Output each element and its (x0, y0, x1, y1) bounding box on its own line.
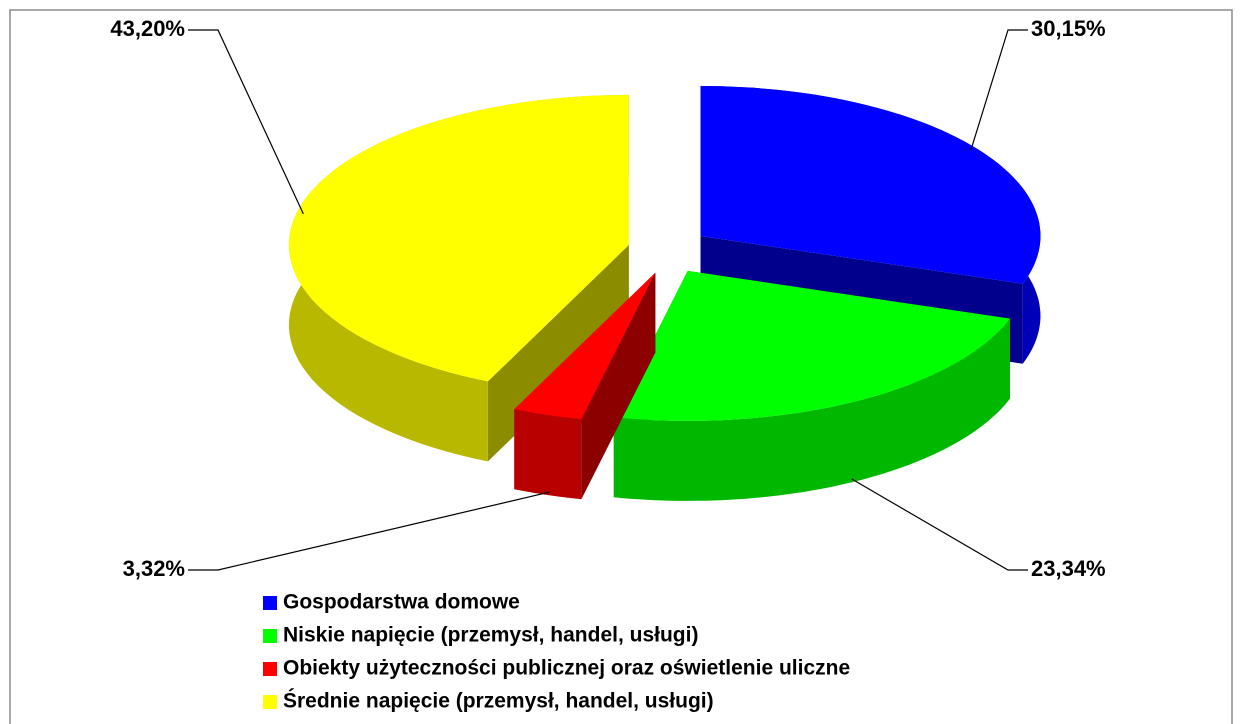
slice (514, 272, 656, 420)
data-label: 23,34% (1031, 556, 1106, 581)
slice (514, 272, 656, 500)
slice (613, 270, 1010, 421)
legend-swatch (263, 596, 277, 610)
legend-swatch (263, 629, 277, 643)
slice (288, 94, 629, 382)
leader-line (188, 491, 550, 571)
legend-label: Średnie napięcie (przemysł, handel, usłu… (283, 689, 714, 713)
slice (613, 270, 1010, 501)
legend-label: Gospodarstwa domowe (283, 591, 520, 614)
leader-line (851, 478, 1028, 571)
data-label: 43,20% (110, 16, 185, 41)
leader-line (970, 29, 1028, 151)
data-label: 3,32% (123, 556, 185, 581)
legend-swatch (263, 662, 277, 676)
slice-wall (514, 409, 582, 500)
leader-line (188, 29, 304, 214)
legend-label: Niskie napięcie (przemysł, handel, usług… (283, 624, 698, 647)
slice (700, 86, 1041, 284)
data-label: 30,15% (1031, 16, 1106, 41)
legend-label: Obiekty użyteczności publicznej oraz ośw… (283, 657, 850, 680)
legend-swatch (263, 695, 277, 709)
slice-wall (613, 318, 1010, 501)
